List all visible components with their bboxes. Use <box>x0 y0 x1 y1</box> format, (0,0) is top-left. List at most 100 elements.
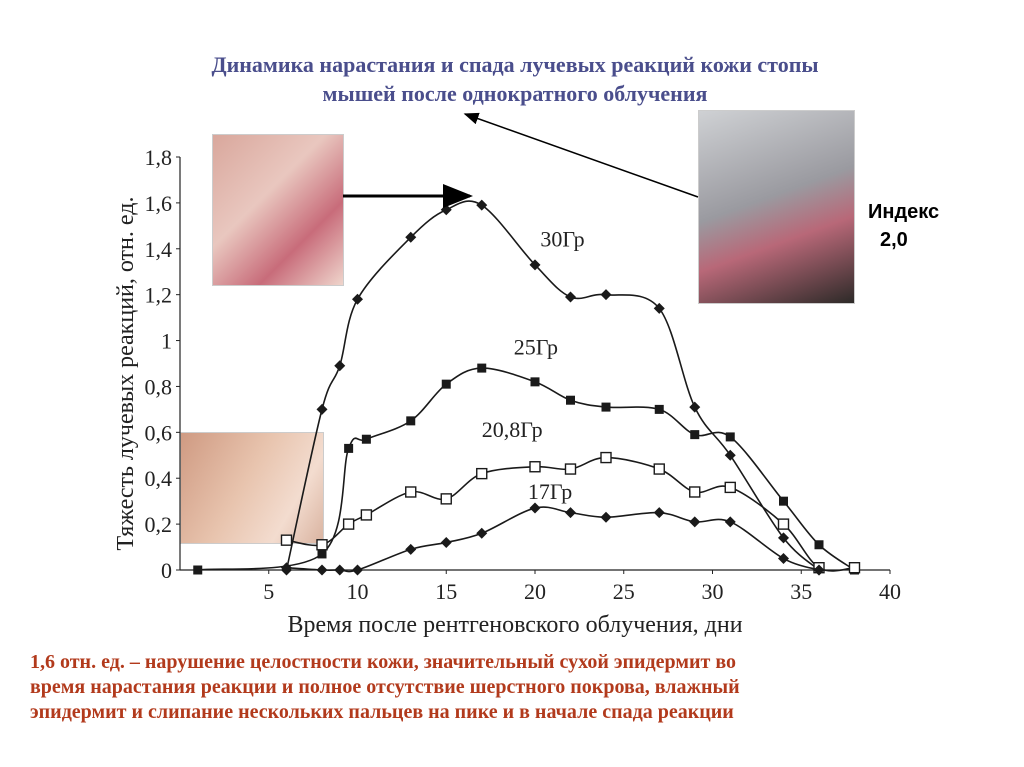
series-4-point <box>724 516 736 528</box>
chart-annotations <box>343 112 699 208</box>
series-3-label: 20,8Гр <box>482 417 543 442</box>
series-2-point <box>779 496 788 506</box>
series-1-label: 30Гр <box>540 226 584 251</box>
series-3-point <box>360 509 373 521</box>
x-axis-label: Время после рентгеновского облучения, дн… <box>287 612 742 638</box>
x-tick-label: 40 <box>879 579 901 604</box>
series-4: 17Гр <box>281 479 825 576</box>
series-4-point <box>334 564 346 576</box>
series-4-label: 17Гр <box>528 479 572 504</box>
arrow-photo-to-title <box>463 112 699 198</box>
caption-line-3: эпидермит и слипание нескольких пальцев … <box>30 701 734 723</box>
chart-title: Динамика нарастания и спада лучевых реак… <box>60 50 970 108</box>
y-tick-label: 1,8 <box>145 145 173 170</box>
series-3-point <box>529 461 541 473</box>
series-3-point <box>316 539 328 551</box>
x-tick-label: 25 <box>613 579 635 604</box>
series-2-point <box>193 565 203 575</box>
series-3-point <box>342 518 355 530</box>
series-2-point <box>654 404 664 414</box>
photo-mouse-foot-healthy <box>180 432 324 544</box>
series-1-point <box>565 291 576 303</box>
series-4-point <box>813 564 825 576</box>
index-value: 2,0 <box>880 229 908 251</box>
y-tick-label: 0,4 <box>145 466 173 491</box>
series-1-point <box>316 403 328 415</box>
series-2-point <box>317 549 327 559</box>
series-1-point <box>405 231 417 243</box>
chart-axes: 5 10 15 20 25 30 35 40 0 0,2 0,4 0,6 0,8 1 1,2 1,4 1,6 1,… <box>113 145 901 638</box>
caption-line-2: время нарастания реакции и полное отсутс… <box>30 676 740 698</box>
series-4-point <box>600 511 612 523</box>
y-axis-label: Тяжесть лучевых реакций, отн. ед. <box>113 197 139 551</box>
series-2-point <box>601 402 611 412</box>
series-2-point <box>814 540 824 550</box>
x-tick-label: 15 <box>435 579 457 604</box>
series-1-point <box>653 302 665 314</box>
series-4-point <box>653 507 665 519</box>
series-3-point <box>280 534 293 546</box>
series-1-point <box>600 289 612 301</box>
chart-series: 30Гр 25Гр 20,8Гр 17Гр <box>193 199 861 576</box>
series-4-point <box>476 527 488 539</box>
series-3-line <box>286 456 855 572</box>
photo-mouse-foot-severe <box>698 110 855 304</box>
series-2-label: 25Гр <box>514 334 558 359</box>
series-2-point <box>530 377 540 387</box>
series-1-point <box>689 401 701 413</box>
series-2-point <box>690 430 700 440</box>
y-tick-label: 1 <box>161 329 172 354</box>
series-3-point <box>848 562 861 574</box>
series-2-point <box>441 379 451 389</box>
y-tick-label: 1,6 <box>145 191 173 216</box>
series-3-point <box>777 518 790 530</box>
series-4-point <box>778 553 789 565</box>
series-1-point <box>334 360 346 372</box>
series-4-point <box>689 516 701 528</box>
series-4-point <box>440 536 452 548</box>
x-tick-label: 10 <box>347 579 369 604</box>
series-3-point <box>689 486 701 498</box>
index-note: Индекс 2,0 <box>868 198 939 254</box>
title-line-1: Динамика нарастания и спада лучевых реак… <box>211 52 819 77</box>
series-2-point <box>477 363 487 373</box>
y-tick-label: 0,8 <box>145 374 173 399</box>
caption-line-1: 1,6 отн. ед. – нарушение целостности кож… <box>30 651 736 673</box>
series-2: 25Гр <box>193 334 859 575</box>
series-4-point <box>565 507 576 519</box>
x-tick-label: 35 <box>790 579 812 604</box>
series-4-point <box>529 502 541 514</box>
series-2-point <box>725 432 735 442</box>
title-line-2: мышей после однократного облучения <box>322 81 708 106</box>
series-3-point <box>440 493 452 505</box>
x-tick-label: 20 <box>524 579 546 604</box>
y-tick-label: 1,2 <box>145 283 173 308</box>
series-1-point <box>352 293 363 305</box>
series-3-point <box>564 463 577 475</box>
y-tick-label: 0,6 <box>145 420 173 445</box>
series-4-point <box>281 562 292 574</box>
series-3-point <box>405 486 417 498</box>
y-tick-label: 1,4 <box>145 237 173 262</box>
series-1-point <box>529 259 541 271</box>
y-tick-label: 0 <box>161 558 172 583</box>
series-3-point <box>600 451 612 464</box>
series-4-point <box>316 564 328 576</box>
series-1-point <box>476 199 488 211</box>
series-3-point <box>653 463 665 475</box>
series-3: 20,8Гр <box>280 417 861 574</box>
series-1-point <box>778 532 789 544</box>
y-tick-label: 0,2 <box>145 512 173 537</box>
series-4-point <box>352 564 363 576</box>
series-4-point <box>405 543 417 555</box>
caption: 1,6 отн. ед. – нарушение целостности кож… <box>30 650 990 725</box>
series-1-point <box>724 449 736 461</box>
series-3-point <box>476 467 488 480</box>
x-tick-label: 30 <box>702 579 724 604</box>
x-tick-label: 5 <box>263 579 274 604</box>
index-label: Индекс <box>868 201 940 223</box>
series-3-point <box>724 481 736 494</box>
photo-mouse-foot-damaged <box>212 134 344 286</box>
series-2-point <box>566 395 575 405</box>
